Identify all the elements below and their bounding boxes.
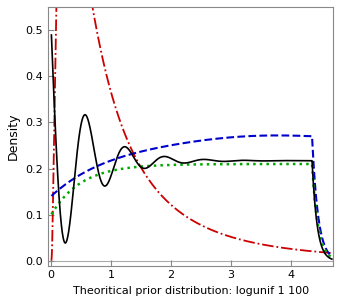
X-axis label: Theoritical prior distribution: logunif 1 100: Theoritical prior distribution: logunif … xyxy=(72,286,309,296)
Y-axis label: Density: Density xyxy=(7,112,20,160)
